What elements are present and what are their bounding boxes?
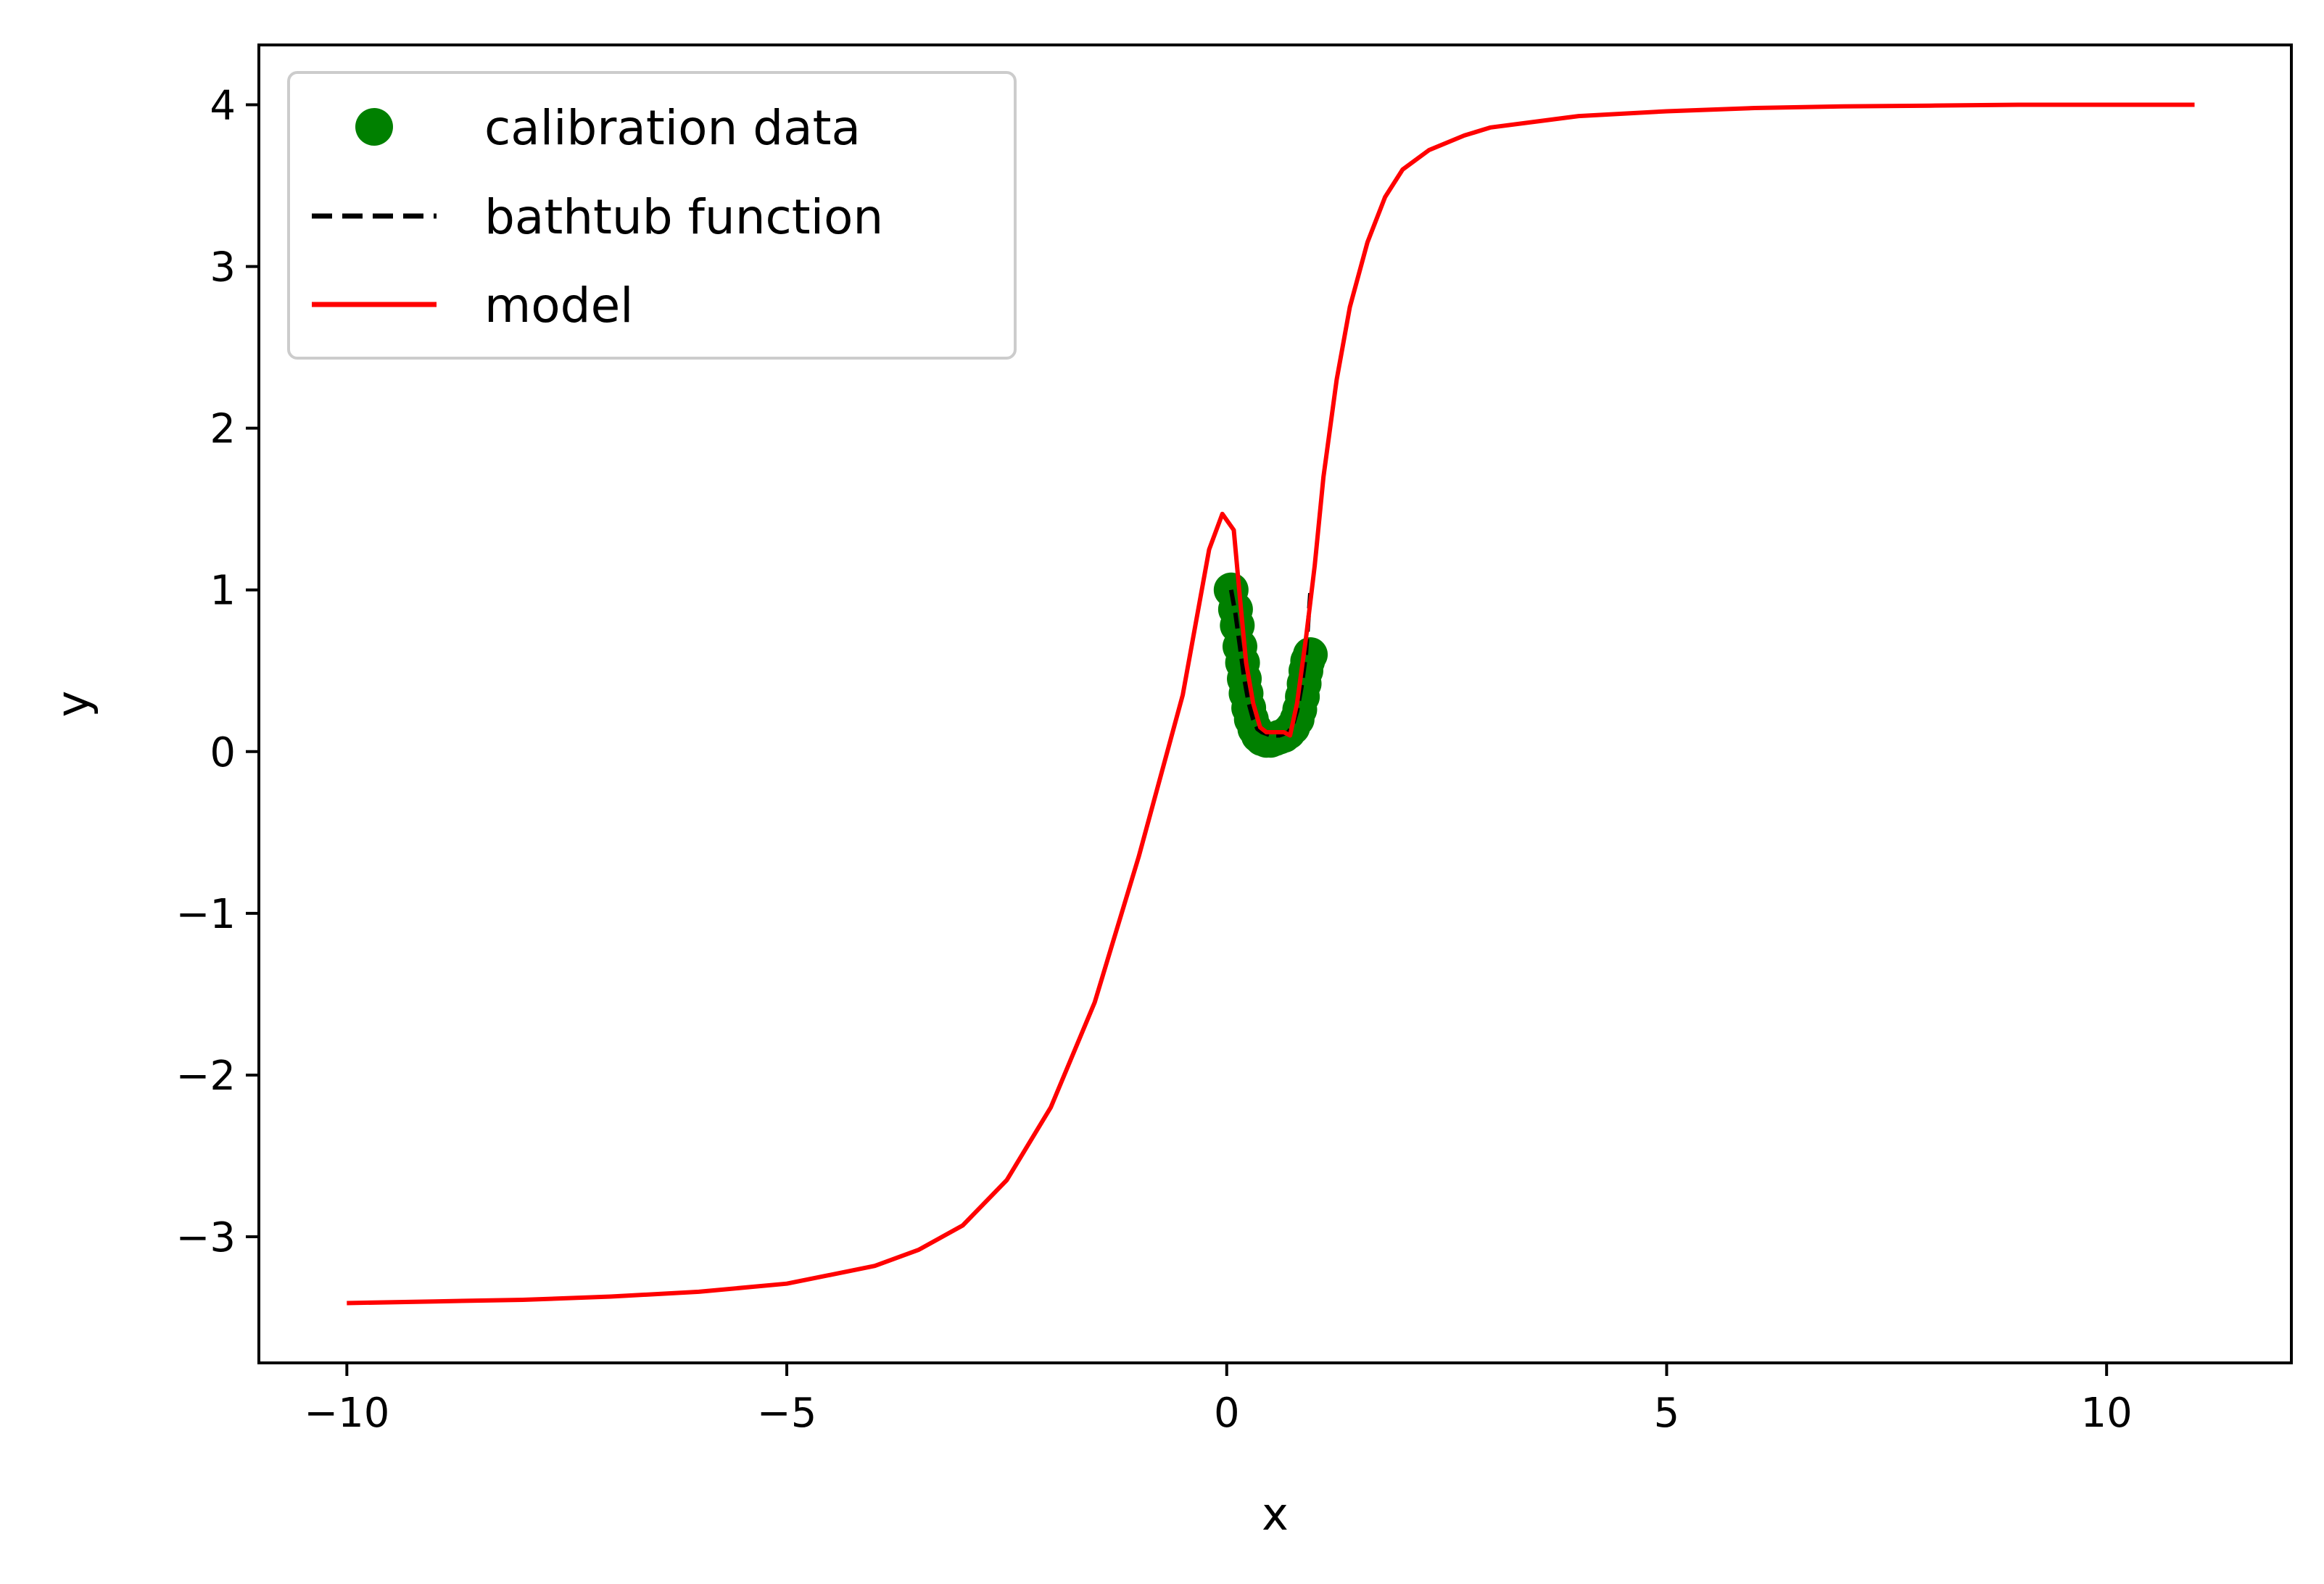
x-axis: −10 −5 0 5 10 (304, 1363, 2133, 1437)
legend-label: bathtub function (484, 189, 883, 245)
y-axis: −3 −2 −1 0 1 2 3 4 (175, 83, 259, 1261)
legend-marker-scatter (355, 108, 393, 146)
x-tick-label: 10 (2081, 1390, 2133, 1437)
legend-items: calibration data bathtub function model (312, 100, 883, 333)
y-tick-label: 3 (210, 244, 236, 291)
y-tick-label: 0 (210, 729, 236, 776)
x-tick-label: −10 (304, 1390, 389, 1437)
x-tick-label: 0 (1214, 1390, 1240, 1437)
model-line (347, 102, 2195, 1306)
y-tick-label: 4 (210, 83, 236, 130)
x-axis-label: x (1262, 1488, 1289, 1541)
legend: calibration data bathtub function model (287, 71, 1017, 360)
calibration-point (1293, 636, 1328, 672)
y-tick-label: 1 (210, 568, 236, 615)
y-tick-label: −3 (175, 1214, 236, 1261)
y-axis-label: y (46, 691, 99, 718)
legend-box (287, 71, 1017, 360)
plot-series (347, 102, 2195, 1306)
y-tick-label: −1 (175, 891, 236, 938)
legend-label: calibration data (484, 100, 861, 156)
y-tick-label: 2 (210, 406, 236, 453)
x-tick-label: 5 (1654, 1390, 1680, 1437)
plot-frame (257, 43, 2293, 1364)
y-tick-label: −2 (175, 1053, 236, 1100)
x-tick-label: −5 (757, 1390, 817, 1437)
legend-label: model (484, 278, 634, 333)
